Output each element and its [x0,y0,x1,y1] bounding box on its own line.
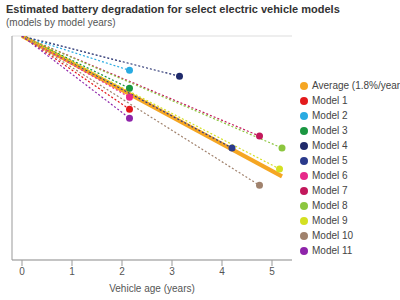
html-text:Model 11: Model 11 [312,245,353,256]
html-text:Model 8: Model 8 [312,200,348,211]
svg-text:Vehicle age (years): Vehicle age (years) [109,283,195,294]
svg-text:2: 2 [119,266,125,277]
html-text:Estimated battery degradation: Estimated battery degradation for select… [6,3,340,15]
svg-text:3: 3 [169,266,175,277]
html-text:Model 9: Model 9 [312,215,348,226]
html-text:Model 6: Model 6 [312,170,348,181]
svg-text:1: 1 [69,266,75,277]
html-text:Model 7: Model 7 [312,185,348,196]
html-text:Model 5: Model 5 [312,155,348,166]
html-text:Model 2: Model 2 [312,110,348,121]
html-text:Model 3: Model 3 [312,125,348,136]
svg-text:4: 4 [219,266,225,277]
svg-text:0: 0 [19,266,25,277]
html-text:Model 1: Model 1 [312,95,348,106]
html-text:Model 4: Model 4 [312,140,348,151]
html-text:Model 10: Model 10 [312,230,354,241]
html-text:(models by model years): (models by model years) [6,17,116,28]
svg-text:5: 5 [269,266,275,277]
